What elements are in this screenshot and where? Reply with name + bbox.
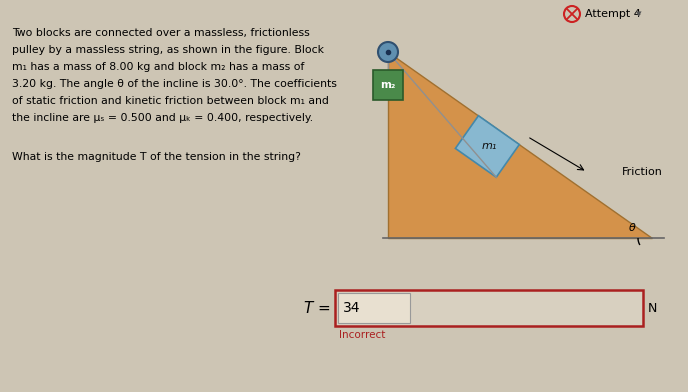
Text: Two blocks are connected over a massless, frictionless: Two blocks are connected over a massless… bbox=[12, 28, 310, 38]
Text: $T$: $T$ bbox=[303, 300, 315, 316]
Text: N: N bbox=[648, 301, 657, 314]
Text: =: = bbox=[317, 301, 330, 316]
Text: What is the magnitude T of the tension in the string?: What is the magnitude T of the tension i… bbox=[12, 152, 301, 162]
Text: the incline are μₛ = 0.500 and μₖ = 0.400, respectively.: the incline are μₛ = 0.500 and μₖ = 0.40… bbox=[12, 113, 313, 123]
Text: pulley by a massless string, as shown in the figure. Block: pulley by a massless string, as shown in… bbox=[12, 45, 324, 55]
Text: 34: 34 bbox=[343, 301, 361, 315]
Text: of static friction and kinetic friction between block m₁ and: of static friction and kinetic friction … bbox=[12, 96, 329, 106]
Bar bbox=[373, 70, 403, 100]
Text: m₁ has a mass of 8.00 kg and block m₂ has a mass of: m₁ has a mass of 8.00 kg and block m₂ ha… bbox=[12, 62, 304, 72]
Circle shape bbox=[378, 42, 398, 62]
Text: 3.20 kg. The angle θ of the incline is 30.0°. The coefficients: 3.20 kg. The angle θ of the incline is 3… bbox=[12, 79, 337, 89]
Polygon shape bbox=[388, 52, 652, 238]
Bar bbox=[338, 293, 410, 323]
Text: Friction: Friction bbox=[622, 167, 663, 177]
Text: Incorrect: Incorrect bbox=[339, 330, 385, 340]
Text: Attempt 4: Attempt 4 bbox=[585, 9, 641, 19]
Text: m₁: m₁ bbox=[482, 142, 497, 151]
Text: θ: θ bbox=[629, 223, 636, 233]
Polygon shape bbox=[455, 116, 519, 177]
Text: m₂: m₂ bbox=[380, 80, 396, 90]
Bar bbox=[335, 290, 643, 326]
Text: ▾: ▾ bbox=[636, 9, 642, 19]
